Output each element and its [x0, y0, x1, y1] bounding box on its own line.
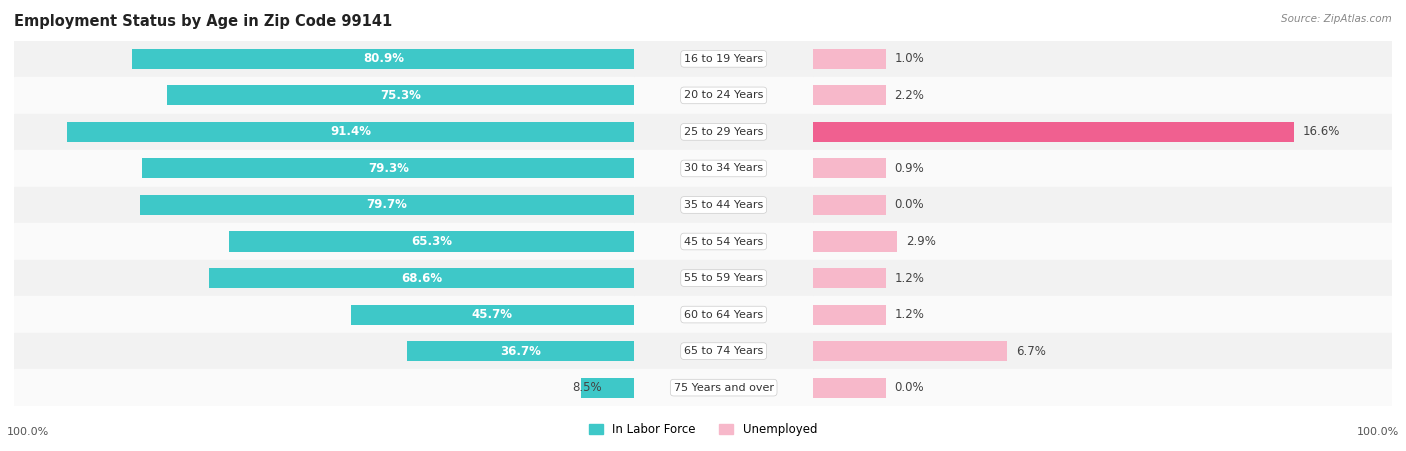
Bar	[14, 333, 634, 369]
Bar	[813, 122, 1294, 142]
Bar	[813, 369, 1392, 406]
Bar	[813, 41, 1392, 77]
Text: 2.9%: 2.9%	[905, 235, 936, 248]
Text: 0.0%: 0.0%	[894, 381, 924, 394]
Text: Employment Status by Age in Zip Code 99141: Employment Status by Age in Zip Code 991…	[14, 14, 392, 28]
Bar	[813, 158, 886, 179]
Bar	[634, 223, 813, 260]
Text: Source: ZipAtlas.com: Source: ZipAtlas.com	[1281, 14, 1392, 23]
Text: 16 to 19 Years: 16 to 19 Years	[685, 54, 763, 64]
Bar	[14, 150, 634, 187]
Bar	[634, 114, 813, 150]
Text: 65 to 74 Years: 65 to 74 Years	[685, 346, 763, 356]
Bar	[14, 41, 634, 77]
Bar	[141, 195, 634, 215]
Text: 55 to 59 Years: 55 to 59 Years	[685, 273, 763, 283]
Bar	[813, 223, 1392, 260]
Bar	[167, 85, 634, 106]
Bar	[132, 49, 634, 69]
Bar	[813, 85, 886, 106]
Bar	[634, 187, 813, 223]
Bar	[813, 231, 897, 252]
Bar	[813, 377, 886, 398]
Legend: In Labor Force, Unemployed: In Labor Force, Unemployed	[583, 418, 823, 441]
Bar	[813, 49, 886, 69]
Text: 100.0%: 100.0%	[7, 428, 49, 437]
Bar	[14, 369, 634, 406]
Text: 35 to 44 Years: 35 to 44 Years	[685, 200, 763, 210]
Bar	[813, 304, 886, 325]
Bar	[813, 187, 1392, 223]
Text: 75.3%: 75.3%	[380, 89, 420, 102]
Text: 36.7%: 36.7%	[501, 345, 541, 358]
Bar	[813, 77, 1392, 114]
Text: 30 to 34 Years: 30 to 34 Years	[685, 163, 763, 174]
Bar	[14, 77, 634, 114]
Bar	[14, 260, 634, 296]
Bar	[634, 150, 813, 187]
Text: 16.6%: 16.6%	[1302, 125, 1340, 138]
Bar	[813, 296, 1392, 333]
Text: 2.2%: 2.2%	[894, 89, 924, 102]
Bar	[634, 77, 813, 114]
Bar	[634, 260, 813, 296]
Bar	[813, 150, 1392, 187]
Text: 20 to 24 Years: 20 to 24 Years	[683, 90, 763, 101]
Bar	[634, 333, 813, 369]
Bar	[813, 333, 1392, 369]
Text: 60 to 64 Years: 60 to 64 Years	[685, 309, 763, 320]
Text: 45 to 54 Years: 45 to 54 Years	[685, 236, 763, 247]
Bar	[582, 377, 634, 398]
Text: 6.7%: 6.7%	[1015, 345, 1046, 358]
Bar	[142, 158, 634, 179]
Bar	[813, 114, 1392, 150]
Text: 25 to 29 Years: 25 to 29 Years	[683, 127, 763, 137]
Bar	[14, 296, 634, 333]
Text: 8.5%: 8.5%	[572, 381, 602, 394]
Text: 79.7%: 79.7%	[367, 198, 408, 212]
Bar	[350, 304, 634, 325]
Text: 100.0%: 100.0%	[1357, 428, 1399, 437]
Text: 1.2%: 1.2%	[894, 272, 924, 285]
Text: 68.6%: 68.6%	[401, 272, 441, 285]
Bar	[67, 122, 634, 142]
Bar	[229, 231, 634, 252]
Bar	[14, 223, 634, 260]
Text: 1.2%: 1.2%	[894, 308, 924, 321]
Bar	[634, 41, 813, 77]
Text: 79.3%: 79.3%	[368, 162, 409, 175]
Text: 65.3%: 65.3%	[411, 235, 453, 248]
Text: 1.0%: 1.0%	[894, 52, 924, 65]
Bar	[406, 341, 634, 361]
Text: 45.7%: 45.7%	[472, 308, 513, 321]
Bar	[14, 114, 634, 150]
Bar	[813, 341, 1007, 361]
Text: 0.0%: 0.0%	[894, 198, 924, 212]
Bar	[208, 268, 634, 288]
Bar	[634, 296, 813, 333]
Bar	[813, 195, 886, 215]
Bar	[14, 187, 634, 223]
Text: 80.9%: 80.9%	[363, 52, 404, 65]
Text: 91.4%: 91.4%	[330, 125, 371, 138]
Bar	[813, 260, 1392, 296]
Text: 0.9%: 0.9%	[894, 162, 924, 175]
Bar	[634, 369, 813, 406]
Bar	[813, 268, 886, 288]
Text: 75 Years and over: 75 Years and over	[673, 382, 773, 393]
